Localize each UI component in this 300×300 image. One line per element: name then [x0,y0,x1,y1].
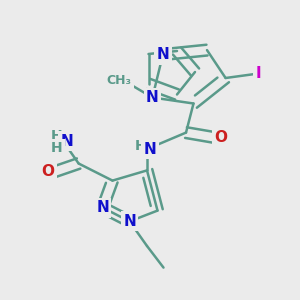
Text: O: O [214,130,227,146]
Text: I: I [256,66,261,81]
Text: CH₃: CH₃ [106,74,131,88]
Text: N: N [123,214,136,229]
Text: N: N [157,47,169,62]
Text: N: N [144,142,156,157]
Text: H: H [51,142,62,155]
Text: H: H [135,139,146,153]
Text: H: H [51,129,62,142]
Text: N: N [96,200,109,215]
Text: O: O [41,164,55,178]
Text: N: N [60,134,73,148]
Text: N: N [146,90,159,105]
